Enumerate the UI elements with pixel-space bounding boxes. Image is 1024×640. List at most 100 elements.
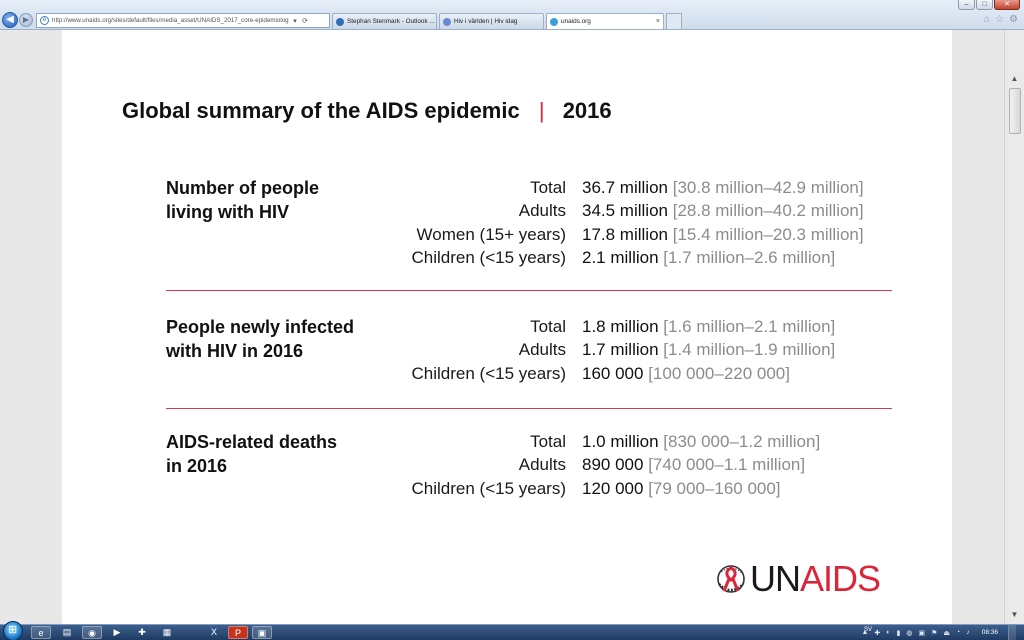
stat-row: Children (<15 years) 2.1 million [1.7 mi… bbox=[166, 246, 892, 269]
tab-strip: Stephan Stenmark - Outlook ... Hiv i vär… bbox=[332, 13, 682, 30]
close-window-button[interactable]: ✕ bbox=[994, 0, 1020, 10]
ie-window-icon[interactable]: ◉ bbox=[82, 626, 102, 639]
back-button[interactable]: ◀ bbox=[2, 12, 18, 28]
section-divider bbox=[166, 290, 892, 291]
action-center-flag-icon[interactable]: ⚑ bbox=[931, 629, 938, 637]
title-separator: | bbox=[538, 98, 545, 123]
tab-unaids[interactable]: unaids.org × bbox=[546, 13, 664, 29]
favorites-icon[interactable]: ☆ bbox=[995, 14, 1005, 25]
stat-row: Children (<15 years) 160 000 [100 000–22… bbox=[166, 362, 892, 385]
stat-value: 36.7 million bbox=[582, 178, 668, 197]
maximize-button[interactable]: □ bbox=[976, 0, 993, 10]
stat-value-group: 2.1 million [1.7 million–2.6 million] bbox=[582, 246, 835, 269]
heading-line: living with HIV bbox=[166, 202, 290, 222]
media-player-icon[interactable]: ▶ bbox=[113, 627, 121, 637]
logo-wordmark: UNAIDS bbox=[750, 558, 881, 599]
arrow-left-icon: ◀ bbox=[6, 14, 14, 25]
stat-range: [1.4 million–1.9 million] bbox=[663, 340, 836, 360]
terminal-icon[interactable]: ▣ bbox=[252, 626, 272, 639]
volume-icon[interactable]: ♪ bbox=[966, 629, 970, 636]
stat-row: Total 1.0 million [830 000–1.2 million] bbox=[166, 430, 892, 453]
page-title: Global summary of the AIDS epidemic | 20… bbox=[122, 98, 612, 124]
stat-range: [30.8 million–42.9 million] bbox=[672, 178, 864, 197]
stat-row: Adults 34.5 million [28.8 million–40.2 m… bbox=[166, 199, 892, 222]
section-heading: AIDS-related deaths in 2016 bbox=[166, 430, 396, 478]
show-desktop-button[interactable] bbox=[1008, 625, 1016, 640]
tray-sync-icon[interactable]: ◍ bbox=[906, 629, 913, 637]
ie-icon[interactable]: e bbox=[31, 626, 51, 639]
un-emblem-ribbon-icon bbox=[717, 565, 745, 593]
scrollbar-thumb[interactable] bbox=[1009, 88, 1021, 134]
title-text: Global summary of the AIDS epidemic bbox=[122, 98, 520, 123]
hiv-tab-icon bbox=[443, 17, 451, 26]
browser-chrome: – □ ✕ ◀ ▶ e http://www.unaids.org/sites/… bbox=[0, 0, 1024, 30]
home-icon[interactable]: ⌂ bbox=[984, 14, 991, 25]
refresh-button[interactable]: ⟳ bbox=[302, 17, 308, 25]
clock[interactable]: 08:36 bbox=[981, 629, 998, 636]
close-tab-icon[interactable]: × bbox=[655, 18, 660, 25]
tab-hiv-i-varlden[interactable]: Hiv i världen | Hiv idag bbox=[439, 13, 544, 29]
stat-label: Children (<15 years) bbox=[411, 363, 567, 383]
excel-icon[interactable]: X bbox=[210, 627, 217, 637]
stat-value: 1.7 million bbox=[582, 340, 659, 360]
stat-range: [740 000–1.1 million] bbox=[648, 455, 806, 475]
section-living-with-hiv: Number of people living with HIV Total 3… bbox=[166, 176, 892, 270]
minimize-button[interactable]: – bbox=[958, 0, 975, 10]
address-dropdown-button[interactable]: ▾ bbox=[293, 17, 297, 25]
section-heading: People newly infected with HIV in 2016 bbox=[166, 315, 396, 363]
stat-value: 120 000 bbox=[582, 478, 644, 498]
system-tray: ▲ ✚ ◐ ▮ ◍ ▣ ⚑ ⏏ ◔ ♪ 08:36 bbox=[861, 625, 1024, 640]
outlook-tab-icon bbox=[336, 17, 344, 26]
add-icon[interactable]: ✚ bbox=[138, 627, 146, 637]
url-text[interactable]: http://www.unaids.org/sites/default/file… bbox=[52, 17, 289, 24]
window-controls: – □ ✕ bbox=[958, 0, 1020, 10]
tab-outlook[interactable]: Stephan Stenmark - Outlook ... bbox=[332, 13, 437, 29]
forward-button[interactable]: ▶ bbox=[19, 13, 33, 27]
stat-value-group: 1.8 million [1.6 million–2.1 million] bbox=[582, 315, 835, 338]
gear-icon[interactable]: ⚙ bbox=[1009, 14, 1018, 25]
show-hidden-icons-icon[interactable]: ▲ bbox=[861, 629, 869, 636]
stat-row: Adults 1.7 million [1.4 million–1.9 mill… bbox=[166, 338, 892, 361]
stat-range: [79 000–160 000] bbox=[648, 478, 781, 498]
heading-line: Number of people bbox=[166, 178, 320, 198]
stat-range: [15.4 million–20.3 million] bbox=[672, 224, 864, 244]
browser-toolbar-icons: ⌂ ☆ ⚙ bbox=[984, 14, 1018, 26]
language-indicator[interactable]: SV bbox=[863, 627, 872, 633]
stat-row: Children (<15 years) 120 000 [79 000–160… bbox=[166, 477, 892, 500]
tray-app-icon[interactable]: ◐ bbox=[886, 629, 891, 636]
stats-list: Total 1.0 million [830 000–1.2 million] … bbox=[166, 430, 892, 500]
scroll-down-icon[interactable]: ▼ bbox=[1010, 610, 1019, 619]
stats-list: Total 1.8 million [1.6 million–2.1 milli… bbox=[166, 315, 892, 385]
tab-title: Hiv i världen | Hiv idag bbox=[454, 18, 518, 25]
start-button[interactable] bbox=[3, 621, 23, 640]
vertical-scrollbar[interactable]: ▲ ▼ bbox=[1004, 30, 1024, 624]
stat-row: Women (15+ years) 17.8 million [15.4 mil… bbox=[166, 223, 892, 246]
navigation-bar: ◀ ▶ e http://www.unaids.org/sites/defaul… bbox=[0, 11, 1024, 30]
explorer-icon[interactable]: ▤ bbox=[62, 627, 72, 637]
stats-list: Total 36.7 million [30.8 million–42.9 mi… bbox=[166, 176, 892, 269]
heading-line: in 2016 bbox=[166, 456, 228, 476]
tray-device-icon[interactable]: ▮ bbox=[896, 629, 901, 637]
section-newly-infected: People newly infected with HIV in 2016 T… bbox=[166, 315, 892, 387]
new-tab-button[interactable] bbox=[666, 13, 682, 29]
powerpoint-icon[interactable]: P bbox=[228, 626, 248, 639]
logo-un-text: UN bbox=[750, 558, 801, 599]
network-icon[interactable]: ◔ bbox=[955, 629, 961, 636]
title-year: 2016 bbox=[562, 98, 612, 123]
stat-label: Children (<15 years) bbox=[411, 247, 567, 267]
eject-icon[interactable]: ⏏ bbox=[943, 629, 950, 637]
tray-plus-icon[interactable]: ✚ bbox=[874, 629, 881, 637]
calculator-icon[interactable]: ▦ bbox=[162, 627, 172, 637]
pdf-slide: Global summary of the AIDS epidemic | 20… bbox=[62, 30, 952, 624]
stat-value-group: 1.0 million [830 000–1.2 million] bbox=[582, 430, 820, 453]
stat-row: Total 1.8 million [1.6 million–2.1 milli… bbox=[166, 315, 892, 338]
tray-display-icon[interactable]: ▣ bbox=[918, 629, 926, 637]
stat-label: Adults bbox=[518, 201, 566, 221]
section-divider bbox=[166, 408, 892, 409]
stat-label: Adults bbox=[518, 340, 566, 360]
scroll-up-icon[interactable]: ▲ bbox=[1010, 74, 1019, 83]
stat-value: 2.1 million bbox=[582, 247, 659, 267]
logo-aids-text: AIDS bbox=[800, 558, 881, 599]
windows-taskbar: e ▤ ◉ ▶ ✚ ▦ X P ▣ SV ▲ ✚ ◐ ▮ ◍ ▣ ⚑ ⏏ ◔ ♪… bbox=[0, 621, 1024, 640]
address-bar[interactable]: e http://www.unaids.org/sites/default/fi… bbox=[36, 13, 330, 28]
